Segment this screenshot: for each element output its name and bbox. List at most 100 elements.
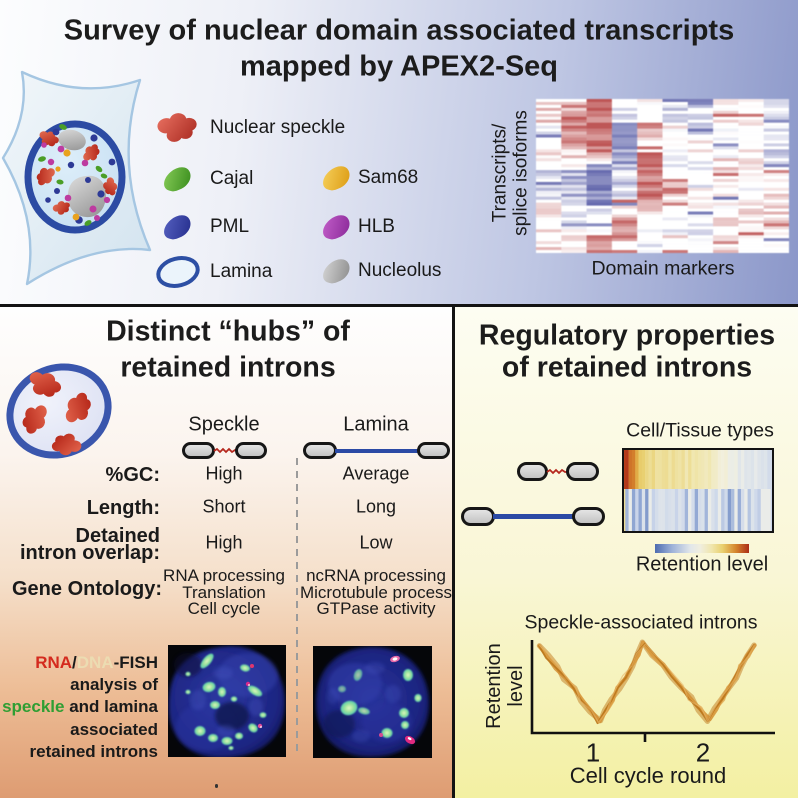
- exon-pill: [461, 507, 495, 526]
- detained-lamina-value: Low: [359, 532, 393, 553]
- fish-caption-line: analysis of: [0, 674, 158, 696]
- x-tick-1: 1: [585, 737, 601, 768]
- fish-green-speckles: [185, 653, 267, 750]
- legend: Nuclear speckle Cajal PML Lamina Sam68 HLB Nuc…: [0, 0, 798, 304]
- gc-speckle-value: High: [205, 463, 243, 484]
- chart-y-label-line1: Retention: [483, 643, 505, 729]
- row-label-gc: %GC:: [105, 464, 160, 486]
- column-divider-dashed: [296, 458, 298, 754]
- stray-dot: [215, 784, 218, 788]
- exon-pill: [417, 442, 450, 459]
- detained-speckle-value: High: [205, 532, 243, 553]
- nuclear-bodies: [38, 124, 116, 226]
- fish-green-speckles: [338, 669, 422, 738]
- extra-dots: [41, 142, 108, 221]
- fish-image-lamina: [313, 646, 432, 758]
- retention-line-chart: [530, 639, 775, 742]
- column-header-lamina: Lamina: [343, 413, 409, 436]
- speckle-intron-line: [546, 468, 567, 475]
- exon-pill: [572, 507, 605, 526]
- legend-label: PML: [210, 216, 250, 237]
- exon-pill: [517, 462, 548, 481]
- main-title-line2: mapped by APEX2-Seq: [239, 50, 559, 83]
- row-label-detained-line2: intron overlap:: [19, 541, 160, 564]
- lamina-intron-line: [493, 514, 574, 519]
- fish-caption-line: associated: [0, 719, 158, 741]
- fish-caption-line: RNA/DNA-FISH: [0, 652, 158, 674]
- fish-caption-segment: and lamina: [64, 697, 158, 717]
- go-speckle-item: RNA processing: [163, 566, 285, 586]
- fish-texture: [327, 662, 401, 742]
- top-panel: Survey of nuclear domain associated tran…: [0, 0, 798, 307]
- cell-illustration: [1, 70, 152, 286]
- gc-lamina-value: Average: [342, 463, 410, 484]
- main-title-line1: Survey of nuclear domain associated tran…: [63, 14, 735, 47]
- go-lamina-item: Microtubule process: [299, 582, 453, 602]
- exon-pill: [235, 442, 267, 459]
- go-speckle-item: Cell cycle: [187, 599, 261, 619]
- right-title-line1: Regulatory properties: [478, 319, 776, 352]
- sam68-icon: [323, 166, 350, 191]
- lamina-intron-line: [335, 448, 420, 453]
- right-title-line2: of retained introns: [501, 351, 753, 384]
- go-lamina-list: ncRNA processing Microtubule process GTP…: [299, 566, 453, 619]
- row-label-detained: Detained intron overlap:: [0, 525, 160, 564]
- go-speckle-item: Translation: [182, 582, 266, 602]
- fish-caption-line: speckle and lamina: [0, 696, 158, 718]
- fish-image-speckle: [168, 645, 286, 757]
- heatmap-x-label: Domain markers: [591, 257, 735, 280]
- length-speckle-value: Short: [202, 496, 246, 517]
- legend-label: Sam68: [358, 167, 419, 188]
- fish-caption-segment: analysis of: [70, 675, 158, 695]
- row-label-length: Length:: [86, 497, 160, 519]
- panel-separator-vertical: [452, 307, 455, 798]
- fish-rna-dots: [379, 655, 416, 745]
- go-lamina-item: GTPase activity: [316, 599, 436, 619]
- legend-label: Nucleolus: [358, 260, 442, 281]
- column-header-speckle: Speckle: [188, 413, 260, 436]
- legend-label: HLB: [358, 216, 395, 237]
- nucleus-speckles-illustration: [6, 363, 112, 459]
- heatmap-y-label-line2: splice isoforms: [511, 110, 532, 236]
- domain-heatmap: [536, 99, 789, 253]
- fish-rna-dots: [245, 664, 263, 729]
- legend-label: Nuclear speckle: [210, 117, 346, 138]
- pml-icon: [164, 215, 191, 240]
- x-tick-2: 2: [695, 737, 711, 768]
- legend-label: Cajal: [210, 168, 254, 189]
- tissue-heatmap-title: Cell/Tissue types: [626, 419, 774, 442]
- left-title-line1: Distinct “hubs” of: [106, 315, 350, 348]
- chart-y-label-line2: level: [505, 665, 527, 707]
- exon-pill: [182, 442, 215, 459]
- go-speckle-list: RNA processing Translation Cell cycle: [163, 566, 285, 619]
- left-title-line2: retained introns: [120, 351, 336, 384]
- chart-y-label: Retention level: [483, 643, 527, 729]
- exon-pill: [303, 442, 337, 459]
- lamina-icon: [156, 256, 200, 288]
- fish-caption-segment: speckle: [2, 697, 65, 717]
- fish-caption-line: retained introns: [0, 741, 158, 763]
- length-lamina-value: Long: [355, 496, 397, 517]
- left-panel: Distinct “hubs” of retained introns Spec…: [0, 307, 452, 798]
- row-label-detained-line1: Detained: [75, 525, 160, 547]
- heatmap-y-label-line1: Transcripts/: [489, 123, 511, 223]
- fish-caption-segment: RNA: [35, 653, 73, 672]
- go-lamina-item: ncRNA processing: [306, 566, 446, 586]
- heatmap-y-label: Transcripts/ splice isoforms: [490, 110, 533, 236]
- nuclear-speckle-icon: [155, 110, 199, 144]
- chart-x-label: Cell cycle round: [569, 763, 727, 788]
- fish-caption: RNA/DNA-FISH analysis of speckle and lamin…: [0, 652, 158, 763]
- nucleolus-small: [58, 129, 86, 151]
- row-label-gene-ontology: Gene Ontology:: [12, 578, 162, 600]
- retention-colorbar: [655, 544, 749, 553]
- right-panel: Regulatory properties of retained intron…: [455, 307, 798, 798]
- cajal-icon: [164, 167, 191, 192]
- fish-caption-segment: /: [72, 653, 77, 672]
- fish-caption-segment: -FISH: [113, 653, 158, 672]
- exon-pill: [566, 462, 599, 481]
- line-chart-title: Speckle-associated introns: [524, 611, 758, 634]
- nucleolus-large: [67, 175, 107, 218]
- colorbar-label: Retention level: [635, 553, 769, 576]
- legend-label: Lamina: [210, 261, 273, 282]
